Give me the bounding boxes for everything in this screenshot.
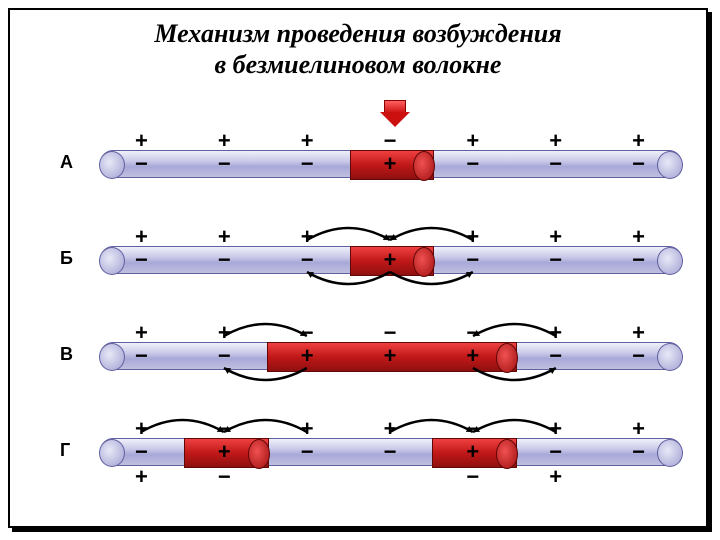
charge-top: + [131,226,151,248]
title-line2: в безмиелиновом волокне [215,50,502,79]
current-arc [214,404,317,438]
charge-bot: − [131,153,151,175]
charge-bot: − [629,441,649,463]
row-label-Г: Г [60,440,70,461]
charge-bot: − [214,249,234,271]
charge-bot: − [546,249,566,271]
charge-top: + [214,226,234,248]
current-arc [380,212,483,246]
charge-top: − [380,130,400,152]
charge-bot: − [297,441,317,463]
slide-title: Механизм проведения возбуждения в безмие… [10,10,706,80]
diagram-area: А+++−+++−−−+−−−Б+++−+++−−−+−−−В++−−−++−−… [10,90,706,530]
charge-bot: − [131,345,151,367]
current-arc [463,362,566,396]
charge-top: + [629,418,649,440]
charge-top: − [380,322,400,344]
charge-top: + [131,322,151,344]
current-arc [463,404,566,438]
charge-under: − [214,466,234,488]
charge-bot: − [629,153,649,175]
charge-top: + [629,322,649,344]
charge-bot: − [297,153,317,175]
charge-bot: + [463,441,483,463]
charge-top: + [463,130,483,152]
charge-bot: − [629,249,649,271]
charge-bot: − [131,249,151,271]
charge-top: + [546,226,566,248]
slide-frame: Механизм проведения возбуждения в безмие… [8,8,708,528]
charge-bot: + [214,441,234,463]
current-arc [214,362,317,396]
stimulus-arrow-icon [380,100,408,128]
charge-top: + [297,130,317,152]
charge-top: + [131,130,151,152]
charge-bot: − [131,441,151,463]
charge-bot: − [546,441,566,463]
charge-bot: + [380,153,400,175]
charge-bot: + [380,345,400,367]
charge-bot: − [380,441,400,463]
charge-top: + [629,130,649,152]
charge-under: + [546,466,566,488]
row-label-А: А [60,152,73,173]
current-arc [463,308,566,342]
row-label-В: В [60,344,73,365]
current-arc [380,266,483,300]
charge-top: + [214,130,234,152]
charge-bot: − [463,153,483,175]
row-label-Б: Б [60,248,73,269]
charge-under: + [131,466,151,488]
charge-under: − [463,466,483,488]
title-line1: Механизм проведения возбуждения [154,19,561,48]
charge-top: + [629,226,649,248]
current-arc [214,308,317,342]
charge-top: + [546,130,566,152]
charge-bot: − [546,153,566,175]
charge-bot: − [629,345,649,367]
charge-bot: − [214,153,234,175]
